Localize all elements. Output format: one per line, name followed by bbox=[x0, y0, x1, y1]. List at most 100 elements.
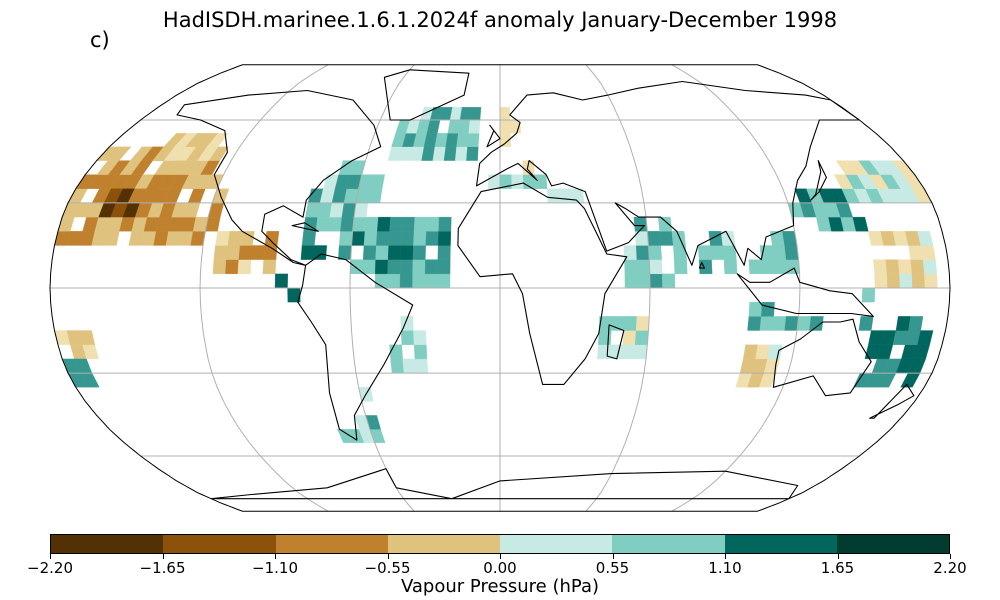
grid-cell bbox=[469, 107, 482, 121]
colorbar-segment bbox=[387, 535, 500, 553]
grid-cell bbox=[250, 245, 266, 260]
grid-cell bbox=[376, 231, 390, 246]
grid-cell bbox=[400, 330, 415, 345]
chart-title: HadISDH.marinee.1.6.1.2024f anomaly Janu… bbox=[162, 8, 838, 32]
grid-cell bbox=[784, 316, 799, 331]
grid-cell bbox=[911, 273, 926, 289]
colorbar-segment bbox=[163, 535, 276, 553]
anomaly-region bbox=[387, 107, 482, 161]
grid-cell bbox=[362, 245, 377, 260]
grid-cell bbox=[698, 259, 713, 274]
grid-cell bbox=[772, 245, 787, 260]
grid-cell bbox=[622, 330, 637, 345]
anomaly-region bbox=[305, 160, 385, 218]
grid-cell bbox=[300, 245, 315, 260]
grid-cell bbox=[389, 344, 403, 360]
grid-cell bbox=[387, 273, 401, 289]
panel-label: c) bbox=[90, 28, 110, 52]
colorbar-tick-label: 2.20 bbox=[933, 559, 967, 577]
grid-cell bbox=[761, 259, 775, 274]
grid-cell bbox=[772, 316, 787, 331]
grid-cell bbox=[534, 174, 548, 189]
grid-cell bbox=[784, 245, 799, 260]
grid-cell bbox=[662, 273, 676, 289]
anomaly-cells bbox=[54, 107, 938, 443]
coastline bbox=[486, 124, 501, 148]
grid-cell bbox=[107, 146, 132, 161]
colorbar-tick bbox=[837, 554, 839, 559]
anomaly-region bbox=[54, 330, 99, 360]
grid-cell bbox=[546, 188, 561, 204]
colorbar-tick-label: 0.00 bbox=[483, 559, 517, 577]
grid-cell bbox=[917, 231, 934, 246]
colorbar-segment bbox=[275, 535, 388, 553]
grid-cell bbox=[352, 216, 367, 232]
anomaly-region bbox=[152, 133, 229, 161]
grid-cell bbox=[922, 259, 938, 274]
coastline bbox=[383, 69, 470, 121]
grid-cell bbox=[623, 316, 638, 331]
grid-cell bbox=[425, 231, 439, 246]
colorbar-tick bbox=[612, 554, 614, 559]
colorbar-tick-label: −2.20 bbox=[27, 559, 73, 577]
grid-cell bbox=[400, 245, 414, 260]
grid-cell bbox=[226, 245, 241, 260]
anomaly-region bbox=[853, 316, 934, 388]
grid-cell bbox=[647, 231, 662, 246]
grid-cell bbox=[657, 216, 673, 232]
grid-cell bbox=[413, 216, 428, 232]
colorbar-tick-label: −0.55 bbox=[364, 559, 411, 577]
colorbar-label: Vapour Pressure (hPa) bbox=[400, 576, 600, 597]
grid-cell bbox=[858, 316, 874, 331]
colorbar-tick-label: 0.55 bbox=[595, 559, 630, 577]
grid-cell bbox=[412, 259, 426, 274]
grid-cell bbox=[897, 259, 913, 274]
colorbar-tick bbox=[950, 554, 951, 559]
anomaly-region bbox=[623, 216, 688, 289]
grid-cell bbox=[237, 259, 252, 274]
grid-cell bbox=[367, 188, 383, 204]
grid-cell bbox=[659, 231, 674, 246]
grid-cell bbox=[338, 245, 352, 260]
grid-cell bbox=[364, 216, 379, 232]
grid-cell bbox=[920, 245, 936, 260]
grid-cell bbox=[809, 316, 824, 331]
coastline bbox=[736, 267, 874, 317]
grid-cell bbox=[455, 146, 468, 161]
graticule bbox=[50, 64, 950, 512]
grid-cell bbox=[238, 245, 253, 260]
anomaly-region bbox=[747, 287, 876, 331]
grid-cell bbox=[437, 259, 451, 274]
grid-cell bbox=[908, 245, 924, 260]
colorbar-tick bbox=[50, 554, 51, 559]
grid-cell bbox=[400, 231, 415, 246]
grid-cell bbox=[215, 231, 231, 246]
grid-cell bbox=[426, 216, 440, 232]
coastline bbox=[475, 80, 860, 266]
grid-cell bbox=[388, 231, 402, 246]
anomaly-region bbox=[868, 231, 938, 289]
grid-cell bbox=[315, 216, 330, 232]
grid-cell bbox=[387, 259, 401, 274]
anomaly-region bbox=[98, 188, 159, 218]
grid-cell bbox=[558, 188, 573, 204]
grid-cell bbox=[327, 216, 343, 232]
grid-cell bbox=[861, 287, 876, 303]
colorbar-tick-label: 1.65 bbox=[820, 559, 855, 577]
grid-cell bbox=[499, 119, 511, 134]
colorbar-segment bbox=[500, 535, 613, 553]
grid-cell bbox=[351, 231, 366, 246]
grid-cell bbox=[773, 259, 788, 274]
grid-cell bbox=[213, 245, 228, 260]
grid-cell bbox=[649, 259, 663, 274]
colorbar-segment bbox=[836, 535, 949, 553]
grid-cell bbox=[635, 245, 650, 260]
grid-cell bbox=[796, 316, 812, 331]
grid-cell bbox=[671, 231, 686, 246]
grid-cell bbox=[624, 259, 638, 274]
grid-cell bbox=[239, 231, 255, 246]
grid-cell bbox=[437, 245, 451, 260]
grid-cell bbox=[635, 316, 650, 331]
coastline bbox=[606, 324, 625, 360]
grid-cell bbox=[375, 259, 389, 274]
